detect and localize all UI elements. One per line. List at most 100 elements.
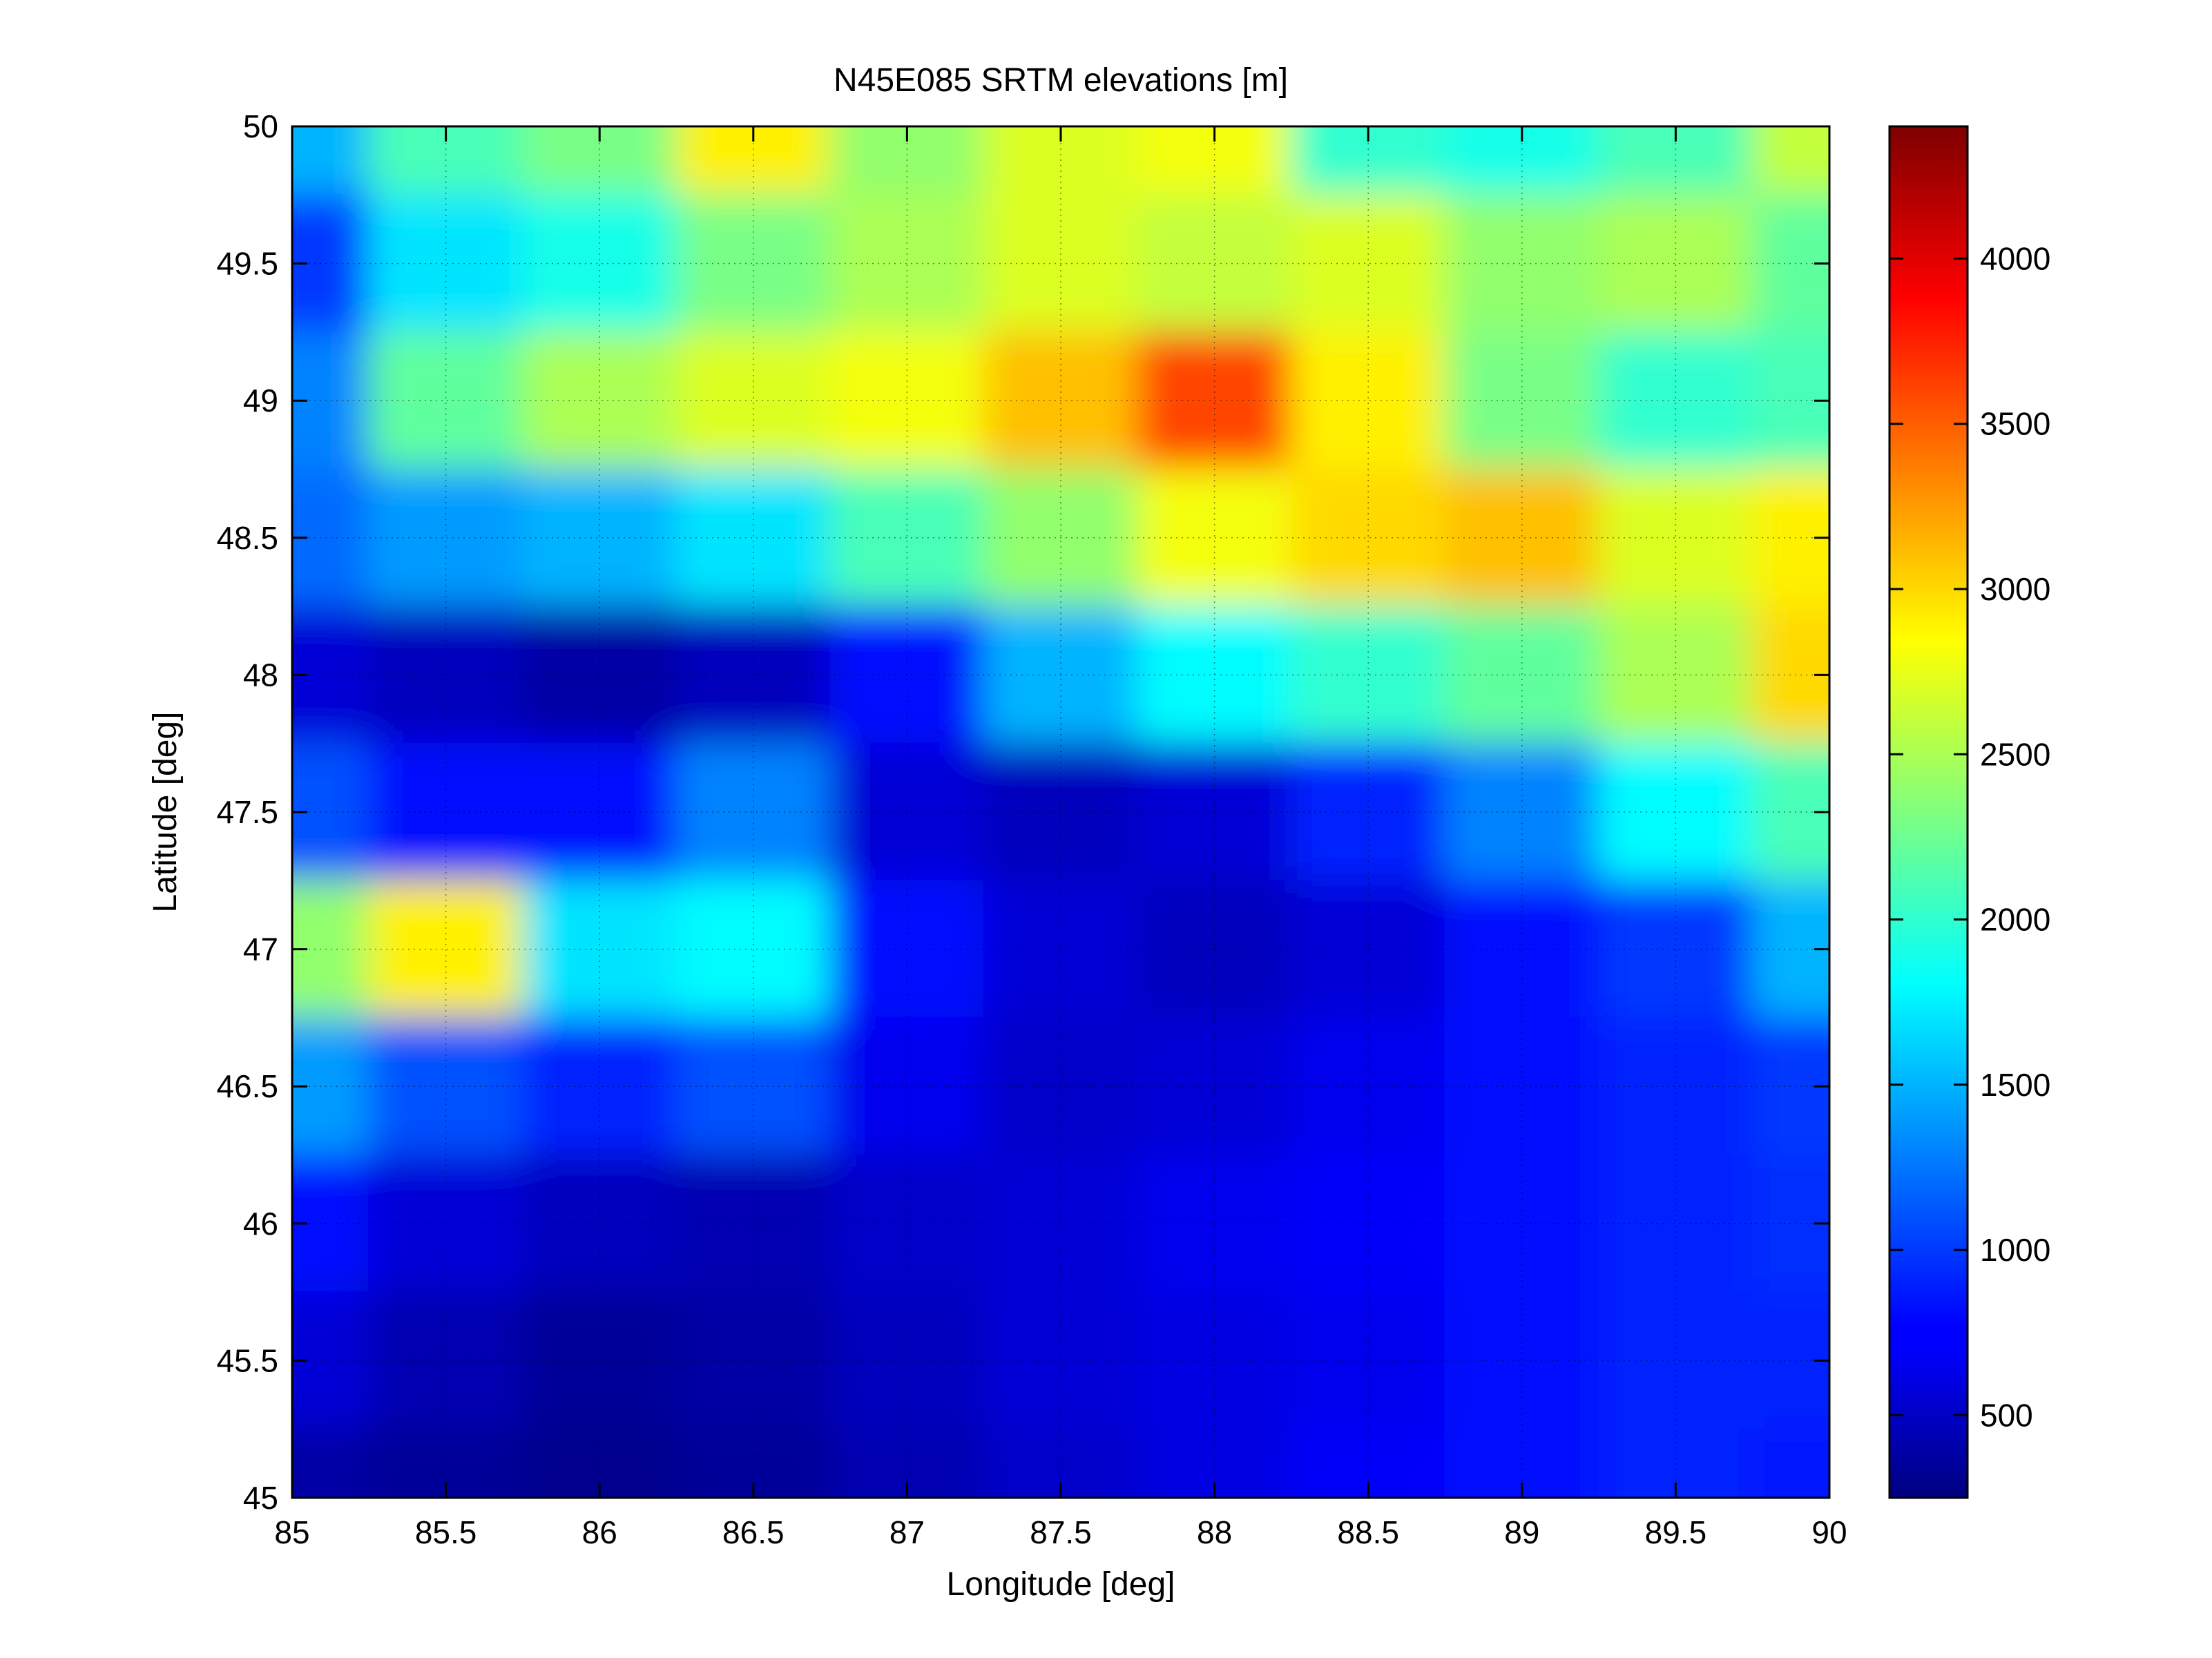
heatmap-cell [1137, 1016, 1292, 1156]
heatmap-cell [1290, 1016, 1446, 1156]
y-tick-label: 45 [243, 1480, 278, 1516]
heatmap-cell [521, 194, 677, 333]
plot-area [292, 126, 1829, 1498]
x-tick-label: 87.5 [1030, 1514, 1092, 1550]
colorbar-tick-label: 3000 [1980, 571, 2050, 607]
heatmap-cell [1598, 194, 1753, 333]
heatmap-cell [1444, 606, 1600, 744]
elevation-heatmap [292, 126, 1829, 1498]
heatmap-cell [1290, 468, 1446, 608]
heatmap-cell [1598, 1016, 1753, 1156]
heatmap-cell [1444, 194, 1600, 333]
heatmap-cell [1137, 1291, 1292, 1430]
heatmap-cell [829, 1154, 985, 1293]
heatmap-cell [675, 1154, 831, 1293]
y-tick-label: 49 [243, 383, 278, 418]
heatmap-cell [521, 1016, 677, 1156]
heatmap-cell [829, 880, 985, 1019]
y-tick-label: 48 [243, 657, 278, 693]
heatmap-cell [368, 880, 523, 1019]
colorbar-tick-label: 2500 [1980, 736, 2050, 772]
colorbar-tick-label: 1500 [1980, 1067, 2050, 1103]
x-axis: 85 85.5 86 86.5 87 87.5 88 88.5 89 89.5 90 [274, 126, 1847, 1550]
colorbar [1889, 126, 1968, 1498]
heatmap-cell [1137, 1154, 1292, 1293]
heatmap-cell [292, 1428, 370, 1498]
heatmap-cell [983, 468, 1139, 608]
heatmap-cell [675, 468, 831, 608]
heatmap-cell [1137, 606, 1292, 744]
heatmap-cell [675, 742, 831, 882]
x-tick-label: 90 [1811, 1514, 1847, 1550]
y-tick-label: 46 [243, 1206, 278, 1242]
y-tick-label: 48.5 [216, 520, 278, 556]
heatmap-cell [1598, 1291, 1753, 1430]
colorbar-axis: 500 1000 1500 2000 2500 3000 3500 4000 [1889, 240, 2050, 1433]
heatmap-cell [1290, 194, 1446, 333]
x-tick-label: 86 [582, 1514, 617, 1550]
heatmap-cell [675, 331, 831, 470]
colorbar-tick-label: 1000 [1980, 1232, 2050, 1268]
y-axis: 45 45.5 46 46.5 47 47.5 48 48.5 49 49.5 50 [216, 108, 1829, 1516]
x-tick-label: 85 [274, 1514, 309, 1550]
heatmap-cell [521, 1154, 677, 1293]
colorbar-tick-label: 2000 [1980, 902, 2050, 938]
y-tick-label: 45.5 [216, 1342, 278, 1378]
heatmap-cell [521, 880, 677, 1019]
x-tick-label: 89 [1504, 1514, 1539, 1550]
colorbar-tick-label: 500 [1980, 1397, 2033, 1433]
heatmap-cell [1751, 126, 1829, 196]
heatmap-cell [1598, 606, 1753, 744]
heatmap-cell [521, 742, 677, 882]
heatmap-cell [521, 468, 677, 608]
heatmap-cell [983, 606, 1139, 744]
heatmap-cell [1444, 331, 1600, 470]
y-tick-label: 46.5 [216, 1068, 278, 1104]
heatmap-cell [1290, 880, 1446, 1019]
heatmap-cell [1137, 742, 1292, 882]
heatmap-cell [1598, 331, 1753, 470]
heatmap-cell [675, 1291, 831, 1430]
heatmap-cell [292, 126, 370, 196]
y-tick-label: 50 [243, 108, 278, 144]
x-tick-label: 88 [1197, 1514, 1232, 1550]
heatmap-cell [983, 1154, 1139, 1293]
heatmap-cell [1137, 331, 1292, 470]
heatmap-cell [1598, 880, 1753, 1019]
heatmap-cell [368, 331, 523, 470]
heatmap-cell [675, 194, 831, 333]
heatmap-cell [829, 331, 985, 470]
heatmap-cell [521, 331, 677, 470]
heatmap-cell [829, 1291, 985, 1430]
heatmap-cell [1290, 606, 1446, 744]
heatmap-cell [983, 331, 1139, 470]
colorbar-frame [1888, 125, 1969, 1499]
heatmap-cell [368, 1016, 523, 1156]
y-axis-label: Latitude [deg] [147, 712, 184, 913]
heatmap-cell [1444, 468, 1600, 608]
heatmap-cell [829, 468, 985, 608]
heatmap-cell [521, 1291, 677, 1430]
heatmap-cell [368, 1291, 523, 1430]
heatmap-cell [829, 1016, 985, 1156]
heatmap-cell [1598, 742, 1753, 882]
heatmap-cell [829, 606, 985, 744]
x-tick-label: 89.5 [1645, 1514, 1707, 1550]
heatmap-cell [368, 194, 523, 333]
heatmap-cell [1444, 1291, 1600, 1430]
y-tick-label: 47 [243, 932, 278, 967]
heatmap-cell [368, 468, 523, 608]
heatmap-cell [1137, 880, 1292, 1019]
heatmap-cell [829, 194, 985, 333]
colorbar-tick-label: 3500 [1980, 406, 2050, 442]
heatmap-cell [1137, 194, 1292, 333]
heatmap-cell [675, 880, 831, 1019]
heatmap-cell [1598, 1154, 1753, 1293]
grid-lines [292, 126, 1829, 1498]
y-tick-label: 47.5 [216, 794, 278, 830]
heatmap-cell [1290, 1154, 1446, 1293]
heatmap-cell [675, 606, 831, 744]
heatmap-cell [1137, 468, 1292, 608]
heatmap-cell [983, 194, 1139, 333]
